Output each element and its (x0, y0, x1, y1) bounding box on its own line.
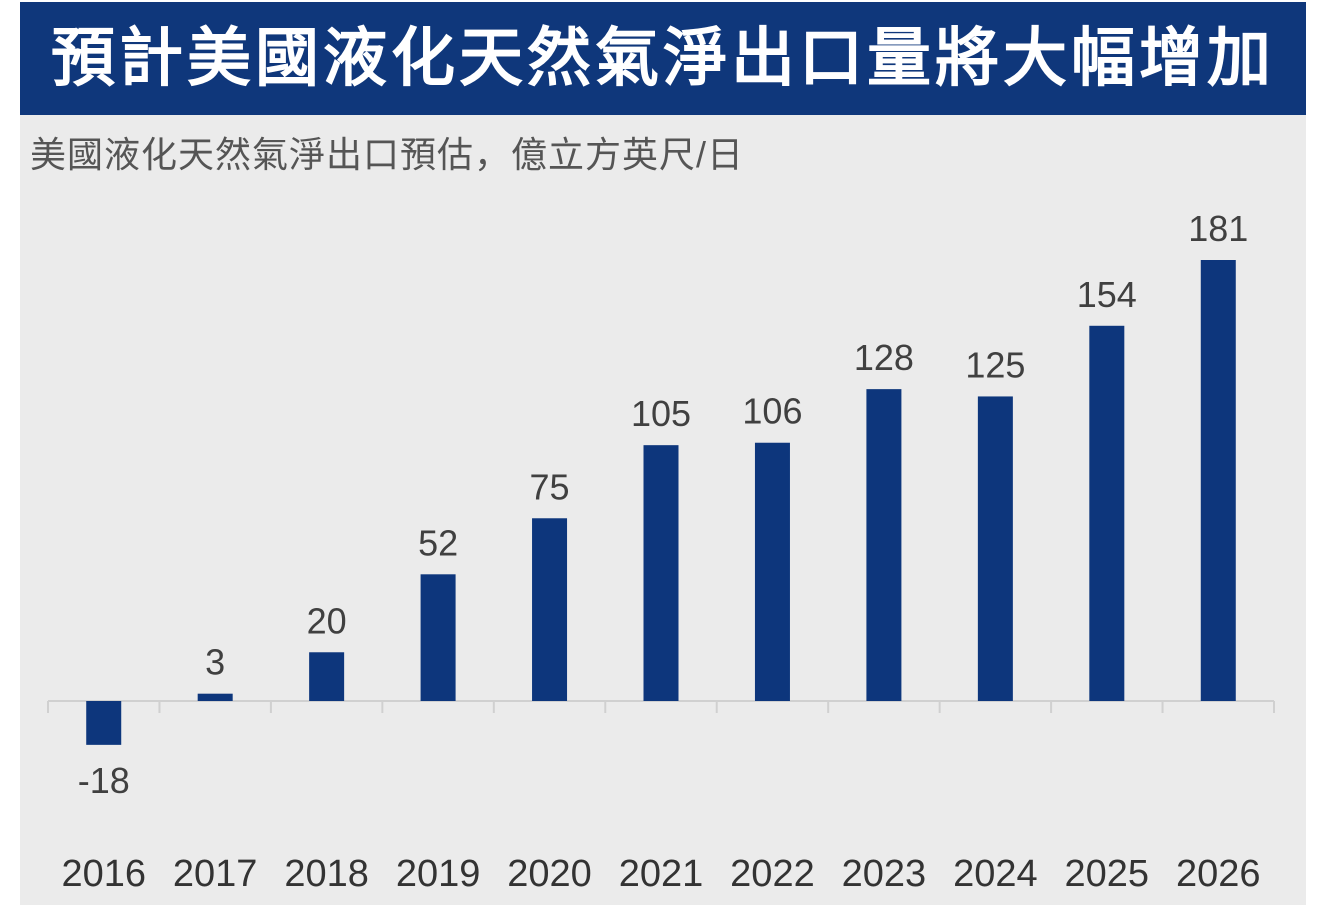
title-banner: 預計美國液化天然氣淨出口量將大幅增加 (20, 2, 1306, 115)
bar-2019 (420, 574, 456, 701)
bar-2021 (643, 445, 679, 701)
value-labels: -18 3 20 52 75 105 106 128 125 154 181 (78, 208, 1249, 801)
chart-title: 預計美國液化天然氣淨出口量將大幅增加 (51, 22, 1275, 94)
value-label-2021: 105 (631, 393, 691, 434)
chart-subtitle: 美國液化天然氣淨出口預估，億立方英尺/日 (30, 134, 745, 175)
bar-2025 (1089, 325, 1125, 701)
x-tick-label-2022: 2022 (730, 853, 815, 895)
x-tick-label-2021: 2021 (619, 853, 704, 895)
x-tick-label-2018: 2018 (284, 853, 369, 895)
value-label-2019: 52 (418, 522, 458, 563)
value-label-2026: 181 (1188, 208, 1248, 249)
bar-2026 (1200, 260, 1236, 701)
x-axis (47, 700, 1275, 713)
bar-2016 (86, 701, 122, 745)
value-label-2016: -18 (78, 760, 130, 801)
bar-2022 (754, 442, 790, 701)
x-tick-label-2023: 2023 (842, 853, 927, 895)
value-label-2018: 20 (307, 600, 347, 641)
x-tick-label-2019: 2019 (396, 853, 481, 895)
x-tick-labels: 2016 2017 2018 2019 2020 2021 2022 2023 2024 2025… (61, 853, 1260, 895)
bar-2020 (532, 518, 568, 701)
value-label-2025: 154 (1077, 274, 1137, 315)
bar-2023 (866, 389, 902, 701)
value-label-2023: 128 (854, 337, 914, 378)
bar-2018 (309, 652, 345, 701)
x-tick-label-2026: 2026 (1176, 853, 1261, 895)
value-label-2022: 106 (742, 391, 802, 432)
x-tick-label-2017: 2017 (173, 853, 258, 895)
x-tick-label-2016: 2016 (61, 853, 146, 895)
x-tick-label-2024: 2024 (953, 853, 1038, 895)
bars (86, 260, 1236, 745)
value-label-2020: 75 (530, 466, 570, 507)
value-label-2017: 3 (205, 642, 225, 683)
x-tick-label-2025: 2025 (1065, 853, 1150, 895)
bar-2017 (197, 693, 233, 701)
x-tick-label-2020: 2020 (507, 853, 592, 895)
value-label-2024: 125 (965, 344, 1025, 385)
bar-2024 (977, 396, 1013, 701)
